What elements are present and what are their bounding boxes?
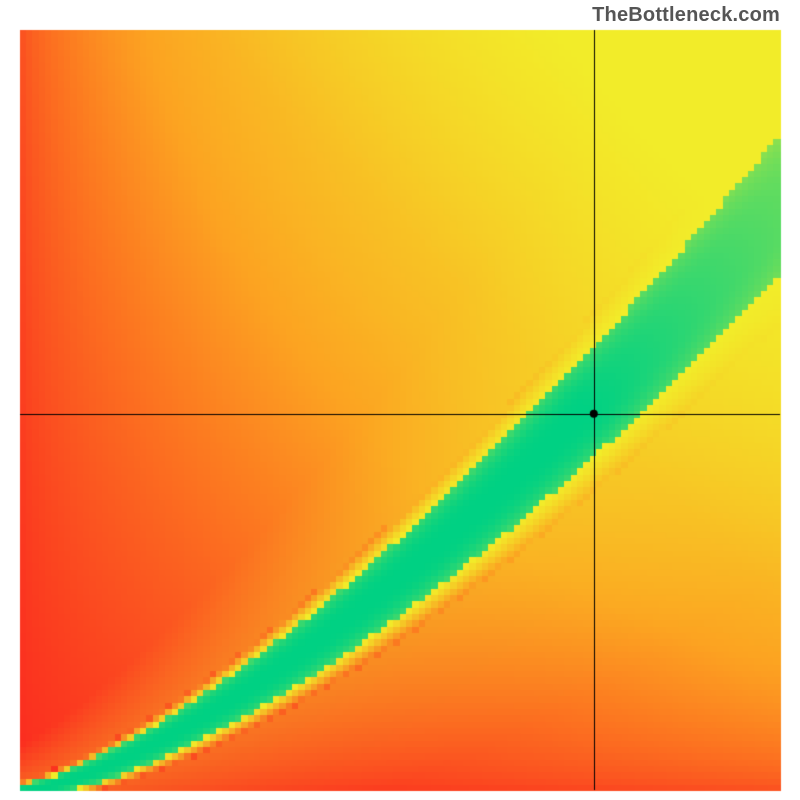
watermark-text: TheBottleneck.com <box>592 4 780 27</box>
bottleneck-heatmap <box>0 0 800 800</box>
chart-container: TheBottleneck.com <box>0 0 800 800</box>
